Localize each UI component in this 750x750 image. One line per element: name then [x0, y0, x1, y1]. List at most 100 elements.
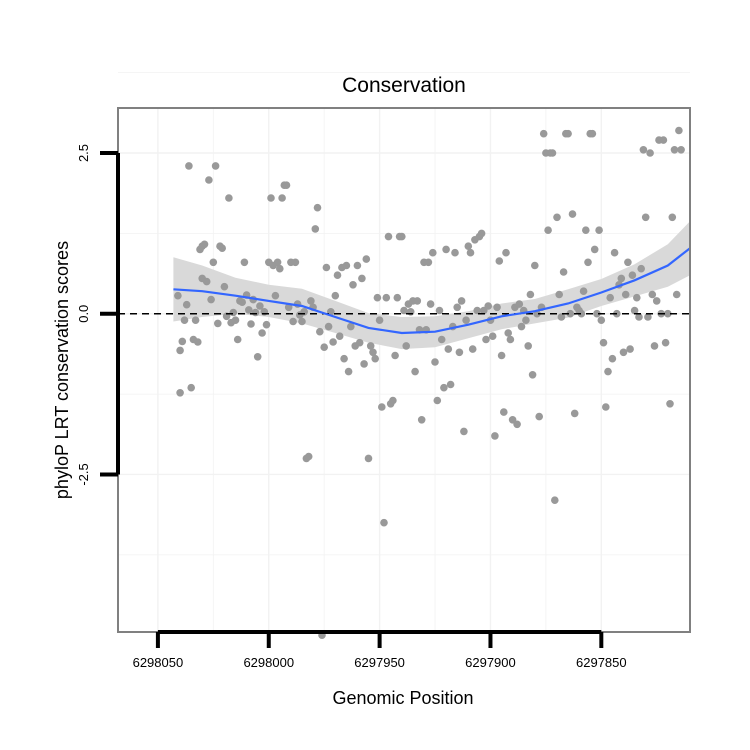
data-point — [597, 316, 606, 325]
data-point — [431, 358, 439, 366]
data-point — [205, 176, 213, 184]
data-point — [191, 316, 200, 325]
data-point — [457, 297, 466, 305]
data-point — [444, 345, 453, 353]
x-axis: 6298050 6298000 6297950 6297900 6297850 — [133, 630, 627, 670]
data-point — [349, 281, 357, 289]
data-point — [258, 329, 266, 337]
data-point — [666, 400, 674, 408]
data-point — [504, 329, 512, 337]
data-point — [566, 309, 575, 318]
data-point — [298, 317, 306, 326]
data-point — [262, 320, 271, 329]
data-point — [245, 306, 253, 314]
data-point — [482, 335, 490, 344]
data-point — [495, 257, 504, 265]
data-point — [664, 309, 672, 318]
data-point — [307, 297, 315, 305]
data-point — [214, 319, 222, 328]
data-point — [273, 258, 282, 267]
chart-title: Conservation — [342, 74, 466, 97]
data-point — [194, 338, 202, 346]
data-point — [200, 240, 209, 249]
data-point — [606, 293, 614, 302]
data-point — [544, 226, 552, 234]
data-point — [652, 297, 661, 305]
data-point — [284, 303, 293, 312]
data-point — [624, 258, 632, 267]
data-point — [557, 313, 566, 321]
data-point — [650, 342, 659, 350]
x-tick-label: 6297850 — [576, 655, 627, 670]
data-point — [291, 258, 300, 267]
data-point — [344, 367, 353, 376]
data-point — [182, 300, 191, 309]
data-point — [180, 316, 189, 325]
data-point — [400, 306, 408, 315]
data-point — [464, 242, 473, 250]
data-point — [433, 396, 442, 405]
data-point — [391, 351, 399, 360]
data-point — [582, 226, 590, 234]
data-point — [442, 245, 450, 254]
data-point — [413, 297, 422, 305]
x-tick-label: 6298000 — [243, 655, 294, 670]
data-point — [355, 338, 364, 347]
data-point — [588, 129, 597, 138]
data-point — [497, 351, 506, 360]
data-point — [462, 316, 470, 325]
data-point — [493, 303, 501, 312]
data-point — [570, 409, 579, 418]
data-point — [564, 129, 572, 138]
data-point — [644, 313, 652, 321]
data-point — [429, 248, 437, 257]
data-point — [488, 332, 497, 341]
data-point — [595, 226, 603, 234]
data-point — [358, 274, 366, 283]
data-point — [256, 302, 264, 310]
data-point — [584, 258, 592, 267]
data-point — [639, 146, 648, 154]
data-point — [322, 263, 331, 272]
data-point — [491, 432, 499, 440]
y-axis-label: phyloP LRT conservation scores — [52, 241, 72, 499]
y-tick-label: 2.5 — [76, 144, 91, 162]
data-point — [320, 343, 329, 352]
data-point — [670, 146, 679, 154]
data-point — [648, 290, 657, 299]
data-point — [231, 316, 240, 325]
data-point — [174, 291, 182, 300]
data-point — [178, 337, 187, 346]
data-point — [484, 302, 493, 310]
data-point — [324, 322, 333, 331]
data-point — [218, 244, 226, 252]
data-point — [207, 295, 215, 304]
data-point — [621, 290, 630, 299]
data-point — [271, 291, 280, 300]
data-point — [375, 316, 384, 325]
data-point — [364, 454, 373, 463]
data-point — [553, 213, 561, 222]
data-point — [617, 274, 626, 283]
plot-panel — [118, 108, 690, 632]
data-point — [619, 348, 628, 357]
data-point — [426, 300, 435, 308]
data-point — [329, 338, 337, 346]
data-point — [176, 389, 184, 397]
data-point — [316, 327, 324, 336]
data-point — [331, 291, 340, 300]
data-point — [661, 338, 670, 347]
data-point — [637, 264, 645, 273]
data-point — [451, 248, 459, 257]
data-point — [539, 129, 548, 138]
data-point — [608, 354, 617, 363]
data-point — [311, 225, 320, 233]
data-point — [378, 403, 386, 411]
data-point — [548, 149, 557, 157]
data-point — [531, 261, 539, 270]
data-point — [455, 348, 464, 357]
x-tick-label: 6297950 — [354, 655, 405, 670]
data-point — [453, 303, 462, 312]
data-point — [513, 420, 521, 429]
data-point — [211, 162, 220, 170]
